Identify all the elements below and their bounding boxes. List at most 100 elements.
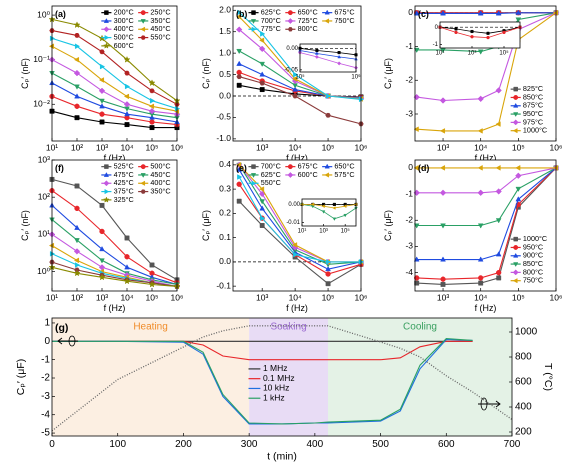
marker (73, 21, 81, 29)
marker (140, 35, 146, 40)
marker (326, 259, 332, 265)
legend-label: 1000°C (523, 126, 547, 135)
legend-label: 625°C (261, 170, 281, 179)
region (249, 318, 328, 436)
y-tick-label: -3 (405, 241, 413, 251)
panel: 10³ 10⁴ 10⁵ 10⁶ -4 -3 -2 -1 0 1000°C950°C900°C850… (383, 159, 563, 313)
series-line (51, 30, 178, 105)
marker (326, 93, 332, 99)
marker (98, 77, 105, 83)
x-tick-label: 10³ (256, 292, 268, 302)
x-tick-label: 500 (372, 439, 389, 450)
marker (552, 164, 559, 171)
y-tick-label: -0.05 (284, 67, 298, 73)
panel-label: (b) (236, 9, 247, 19)
marker (251, 26, 257, 32)
y2-tick-label: 800 (515, 352, 532, 363)
marker (103, 196, 110, 203)
series-line (299, 47, 357, 56)
marker (251, 164, 256, 169)
marker (124, 122, 130, 128)
legend-label: 650°C (298, 8, 318, 17)
series-line (439, 26, 521, 34)
x-tick-label: 10⁵ (146, 292, 159, 302)
legend-label: 800°C (298, 24, 318, 33)
marker (236, 198, 242, 204)
marker (140, 10, 146, 16)
marker (513, 102, 519, 108)
x-tick-label: 10⁶ (550, 292, 563, 302)
series-line (51, 18, 178, 102)
marker (99, 202, 105, 208)
legend-label: 400°C (150, 178, 170, 187)
legend-label: 325°C (114, 195, 134, 204)
marker (123, 55, 131, 63)
y-tick-label: -1 (41, 354, 50, 365)
marker (98, 273, 106, 281)
legend-label: 950°C (523, 242, 543, 251)
marker (73, 269, 81, 277)
axis-frame (414, 159, 557, 292)
series-line (416, 12, 557, 53)
marker (477, 189, 484, 196)
y-axis-label: Cₚ′ (μF) (383, 210, 393, 241)
marker (477, 128, 483, 134)
legend-label: 700°C (261, 162, 281, 171)
y-tick-label: 0.5 (219, 69, 231, 79)
marker (140, 19, 146, 24)
y-tick-label: 1.5 (219, 26, 231, 36)
marker (123, 93, 130, 100)
marker (552, 9, 559, 16)
marker (293, 71, 299, 78)
legend-label: 700°C (261, 16, 281, 25)
marker (515, 172, 522, 179)
series-line (416, 167, 557, 285)
marker (99, 228, 105, 235)
legend-label: 750°C (523, 276, 543, 285)
marker (74, 238, 80, 244)
series-line (51, 266, 178, 287)
legend-label: 350°C (150, 186, 170, 195)
inset: 10¹ 10³ 10⁵ -0.01 0.00 (286, 198, 358, 235)
y-tick-label: 0.2 (219, 208, 231, 218)
y-tick-label: -0.5 (216, 112, 231, 122)
marker (439, 97, 447, 104)
marker (495, 87, 502, 94)
marker (287, 164, 293, 170)
marker (512, 269, 519, 276)
y-tick-label: 0 (435, 25, 439, 31)
marker (99, 111, 105, 117)
series-line (301, 204, 357, 220)
legend-label: 550°C (150, 32, 170, 41)
marker (291, 242, 298, 248)
marker (140, 164, 146, 170)
legend-label: 800°C (523, 267, 543, 276)
series-line (416, 167, 557, 261)
y-tick-label: -0.01 (286, 220, 300, 226)
marker (477, 49, 484, 55)
series-line (51, 325, 513, 432)
marker (124, 110, 130, 117)
inset: 10¹ 10³ 10⁵ -1 0 (433, 21, 522, 57)
marker (358, 259, 365, 265)
axis-frame (439, 21, 521, 49)
legend-label: 250°C (150, 8, 170, 17)
marker (495, 251, 502, 257)
marker (324, 163, 330, 169)
marker (414, 275, 420, 281)
marker (495, 10, 502, 16)
y-axis-label: Cₚ′ (μF) (383, 58, 393, 89)
x-axis-label: f (Hz) (286, 153, 308, 163)
marker (515, 196, 522, 202)
marker (495, 269, 502, 276)
marker (477, 164, 483, 171)
series-line (51, 110, 177, 129)
x-tick-label: 10⁴ (120, 292, 133, 302)
marker (439, 189, 447, 196)
legend-label: 675°C (298, 162, 318, 171)
y-tick-label: 1.0 (219, 47, 231, 57)
marker (74, 33, 80, 38)
marker (478, 280, 484, 286)
marker (440, 10, 446, 16)
